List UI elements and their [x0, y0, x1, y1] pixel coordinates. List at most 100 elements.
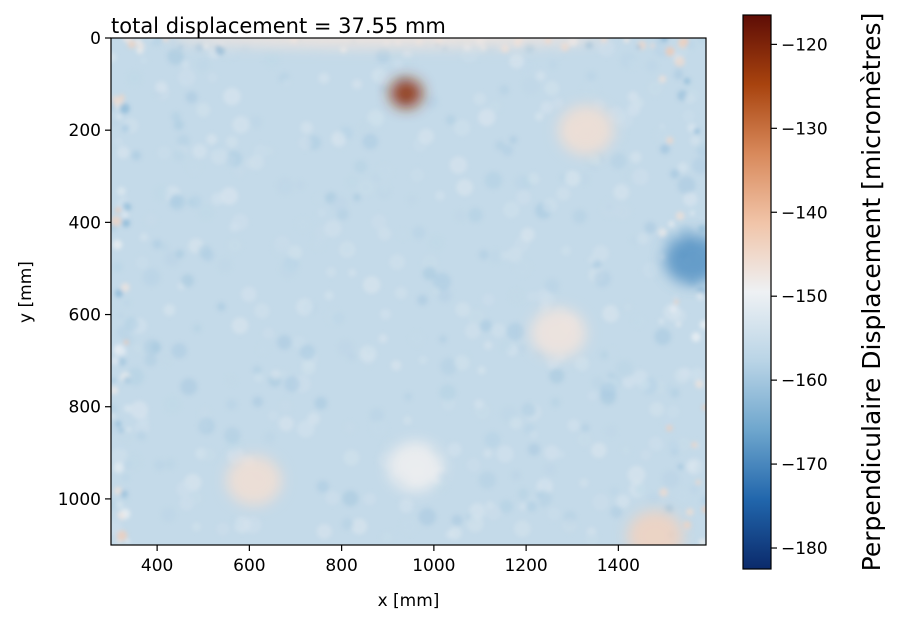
- texture-cell: [340, 46, 347, 53]
- texture-cell: [132, 343, 144, 354]
- texture-cell: [341, 518, 354, 530]
- texture-cell: [418, 508, 437, 526]
- texture-cell: [301, 360, 316, 375]
- texture-cell: [272, 239, 290, 257]
- texture-cell: [638, 378, 650, 391]
- heatmap-feature: [664, 234, 706, 285]
- texture-cell: [674, 488, 690, 504]
- texture-cell: [654, 126, 671, 144]
- colorbar-tick-label: −160: [781, 371, 828, 391]
- y-tick-label: 200: [69, 121, 101, 141]
- texture-cell: [226, 375, 237, 386]
- texture-cell: [150, 342, 162, 353]
- texture-cell: [438, 335, 447, 344]
- texture-cell: [418, 355, 428, 365]
- texture-cell: [159, 353, 172, 366]
- texture-cell: [567, 419, 580, 432]
- texture-cell: [296, 217, 310, 232]
- texture-cell: [659, 123, 665, 129]
- texture-cell: [370, 420, 387, 437]
- x-axis-label: x [mm]: [378, 591, 440, 611]
- texture-cell: [113, 462, 124, 474]
- colorbar-tick-label: −140: [781, 203, 828, 223]
- texture-cell: [164, 458, 176, 470]
- texture-cell: [544, 463, 556, 476]
- texture-cell: [661, 470, 680, 488]
- colorbar-tick-label: −180: [781, 539, 828, 559]
- texture-cell: [581, 423, 590, 433]
- texture-cell: [232, 115, 250, 134]
- texture-cell: [636, 44, 641, 50]
- texture-cell: [121, 219, 131, 228]
- texture-cell: [112, 262, 123, 272]
- texture-cell: [324, 220, 342, 238]
- texture-cell: [198, 417, 215, 435]
- texture-cell: [560, 42, 570, 51]
- texture-cell: [700, 495, 706, 506]
- texture-cell: [664, 383, 674, 394]
- texture-cell: [344, 421, 356, 434]
- texture-cell: [511, 470, 521, 481]
- texture-cell: [679, 367, 691, 379]
- texture-cell: [432, 272, 451, 291]
- texture-cell: [231, 317, 249, 334]
- heatmap-feature: [627, 510, 684, 545]
- texture-cell: [377, 184, 391, 198]
- texture-cell: [483, 341, 493, 350]
- texture-cell: [170, 39, 179, 48]
- texture-cell: [379, 84, 388, 93]
- texture-cell: [552, 97, 564, 109]
- texture-cell: [176, 481, 192, 498]
- texture-cell: [613, 184, 630, 201]
- texture-cell: [658, 318, 665, 324]
- texture-cell: [648, 436, 663, 451]
- texture-cell: [401, 62, 410, 71]
- texture-cell: [440, 357, 458, 375]
- texture-cell: [448, 526, 462, 540]
- x-axis-ticks: 400 600 800 1000 1200 1400: [141, 545, 640, 576]
- colorbar-label: Perpendiculaire Displacement [micromètre…: [857, 13, 886, 572]
- texture-cell: [699, 320, 706, 330]
- texture-cell: [622, 302, 633, 313]
- texture-cell: [572, 209, 587, 224]
- texture-cell: [111, 357, 119, 365]
- texture-cell: [540, 101, 554, 114]
- texture-cell: [363, 492, 377, 506]
- texture-cell: [295, 180, 305, 190]
- texture-cell: [597, 39, 616, 58]
- texture-cell: [681, 38, 689, 45]
- texture-cell: [353, 193, 361, 202]
- texture-cell: [159, 242, 169, 252]
- texture-cell: [279, 369, 289, 378]
- texture-cell: [698, 224, 706, 233]
- texture-cell: [481, 293, 495, 307]
- texture-cell: [111, 52, 117, 63]
- texture-cell: [217, 258, 232, 273]
- texture-cell: [666, 425, 673, 432]
- texture-cell: [690, 210, 695, 216]
- texture-cell: [118, 94, 125, 101]
- texture-cell: [437, 287, 453, 303]
- texture-cell: [585, 40, 593, 49]
- texture-cell: [702, 404, 706, 411]
- texture-cell: [658, 75, 667, 83]
- texture-cell: [124, 317, 139, 332]
- texture-cell: [592, 493, 610, 511]
- texture-cell: [509, 135, 518, 144]
- texture-cell: [610, 152, 627, 170]
- texture-cell: [474, 399, 484, 409]
- texture-cell: [544, 80, 560, 96]
- texture-cell: [264, 431, 276, 443]
- texture-cell: [374, 69, 391, 86]
- texture-cell: [421, 254, 439, 271]
- texture-cell: [123, 299, 131, 307]
- texture-cell: [196, 58, 210, 72]
- texture-cell: [456, 179, 474, 196]
- texture-cell: [447, 442, 462, 457]
- texture-cell: [422, 266, 437, 281]
- texture-cell: [642, 261, 659, 279]
- texture-cell: [390, 360, 402, 371]
- texture-cell: [164, 396, 181, 413]
- texture-cell: [118, 357, 127, 366]
- texture-cell: [666, 136, 674, 144]
